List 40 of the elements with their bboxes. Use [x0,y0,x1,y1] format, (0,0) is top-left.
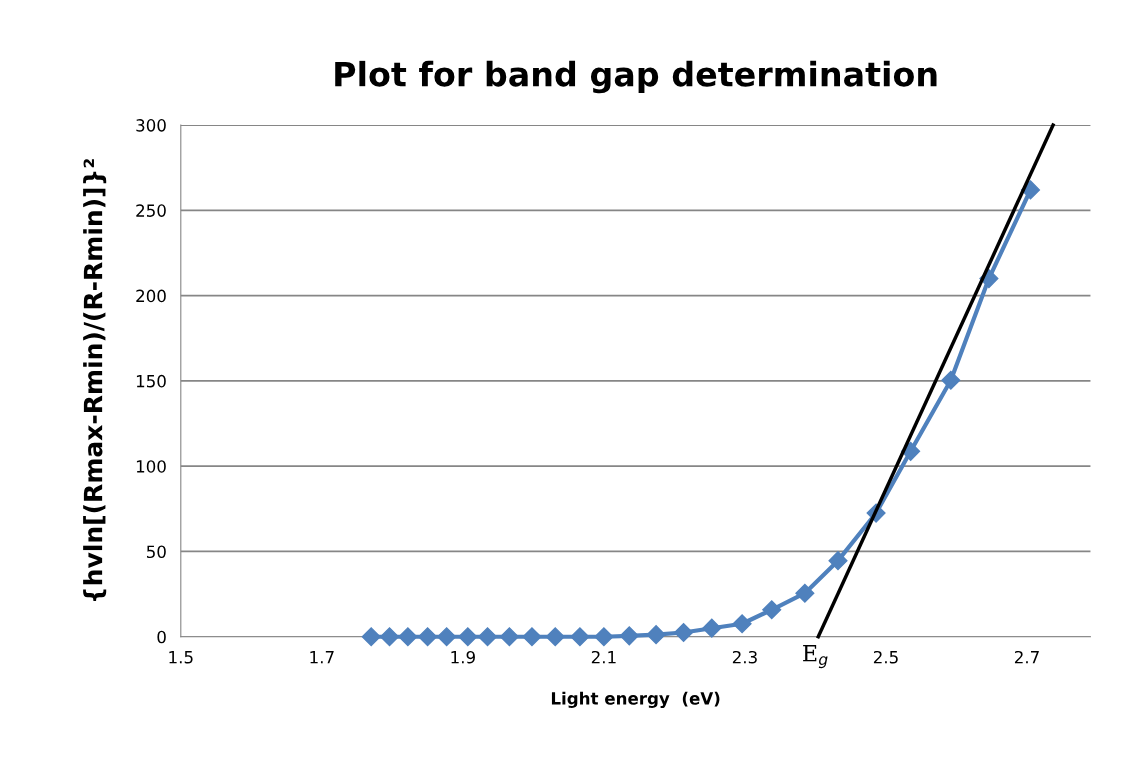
point [478,627,498,647]
point [398,627,418,647]
point [941,370,961,390]
point [619,626,639,646]
y-tick-label: 150 [136,374,166,388]
point [702,618,722,638]
x-tick-label: 2.3 [732,650,757,664]
point [732,614,752,634]
point [361,627,381,647]
y-axis-title: {hvln[(Rmax-Rmin)/(R-Rmin)]}² [83,159,107,601]
point [828,551,848,571]
point [1020,180,1041,200]
point [646,625,666,645]
point [795,583,815,603]
point [674,622,694,642]
x-tick-label: 1.9 [451,650,475,664]
x-tick-label: 1.7 [310,651,334,664]
y-tick-label: 250 [136,204,166,217]
point [570,627,590,647]
y-tick-label: 0 [157,630,166,644]
x-tick-label: 2.5 [873,650,898,664]
point [437,627,457,647]
point [499,627,519,647]
x-axis-title: Light energy (eV) [551,691,720,708]
y-tick-label: 200 [136,289,166,303]
y-tick-label: 300 [136,119,166,132]
point [545,627,565,647]
x-tick-label: 1.5 [169,651,193,664]
point [594,627,614,647]
point [379,627,400,647]
x-tick-label: 2.1 [591,650,616,664]
chart-title: Plot for band gap determination [335,60,937,94]
y-tick-label: 50 [146,545,166,559]
point [762,600,782,620]
x-tick-label: 2.7 [1014,650,1039,664]
point [522,627,542,647]
annotation: E$_{g}$ [803,645,828,669]
point [458,627,478,647]
y-tick-label: 100 [136,460,166,473]
point [418,627,438,647]
